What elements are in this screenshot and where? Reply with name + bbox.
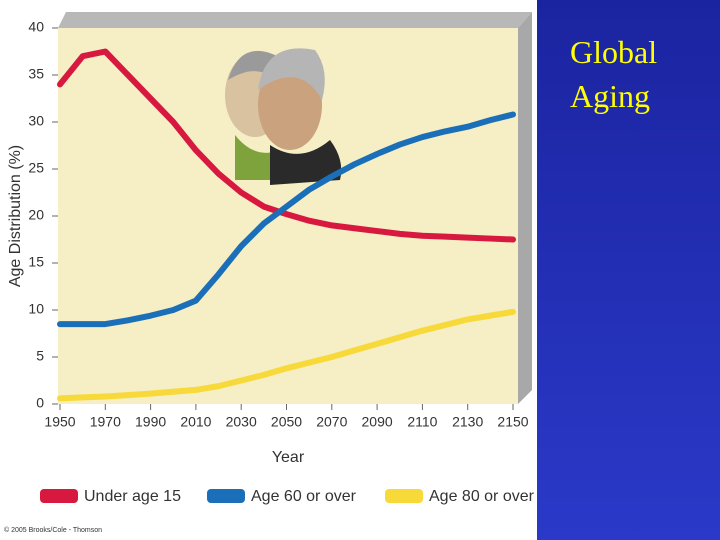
- legend-swatch: [40, 489, 78, 503]
- series-line: [57, 48, 516, 243]
- y-tick-label: 15: [28, 254, 44, 270]
- y-tick-label: 20: [28, 207, 44, 223]
- x-tick-label: 2070: [316, 414, 347, 430]
- series-line: [57, 111, 516, 328]
- x-tick-label: 2050: [271, 414, 302, 430]
- credit: © 2005 Brooks/Cole - Thomson: [4, 526, 102, 534]
- legend-label: Under age 15: [84, 488, 181, 505]
- x-tick-label: 2150: [497, 414, 528, 430]
- x-tick-label: 1970: [90, 414, 121, 430]
- y-tick-label: 5: [36, 348, 44, 364]
- legend-label: Age 80 or over: [429, 488, 535, 505]
- x-tick-label: 1990: [135, 414, 166, 430]
- x-tick-label: 1950: [44, 414, 75, 430]
- y-tick-label: 35: [28, 66, 44, 82]
- y-tick-label: 0: [36, 395, 44, 411]
- y-tick-label: 30: [28, 113, 44, 129]
- y-tick-label: 40: [28, 19, 44, 35]
- series-line: [57, 308, 516, 402]
- y-axis-label: Age Distribution (%): [7, 145, 24, 287]
- x-tick-label: 2090: [362, 414, 393, 430]
- x-tick-label: 2010: [180, 414, 211, 430]
- plot-top-edge: [58, 12, 532, 28]
- x-axis-label: Year: [272, 449, 305, 466]
- slide-title: Global Aging: [570, 34, 658, 114]
- x-tick-label: 2110: [407, 414, 437, 430]
- legend-label: Age 60 or over: [251, 488, 357, 505]
- legend-swatch: [207, 489, 245, 503]
- side-panel: [537, 0, 720, 540]
- y-tick-label: 25: [28, 160, 44, 176]
- plot-side-edge: [518, 12, 532, 404]
- x-tick-label: 2130: [452, 414, 483, 430]
- illustration: [225, 48, 342, 185]
- x-tick-label: 2030: [226, 414, 257, 430]
- y-tick-label: 10: [28, 301, 44, 317]
- legend-swatch: [385, 489, 423, 503]
